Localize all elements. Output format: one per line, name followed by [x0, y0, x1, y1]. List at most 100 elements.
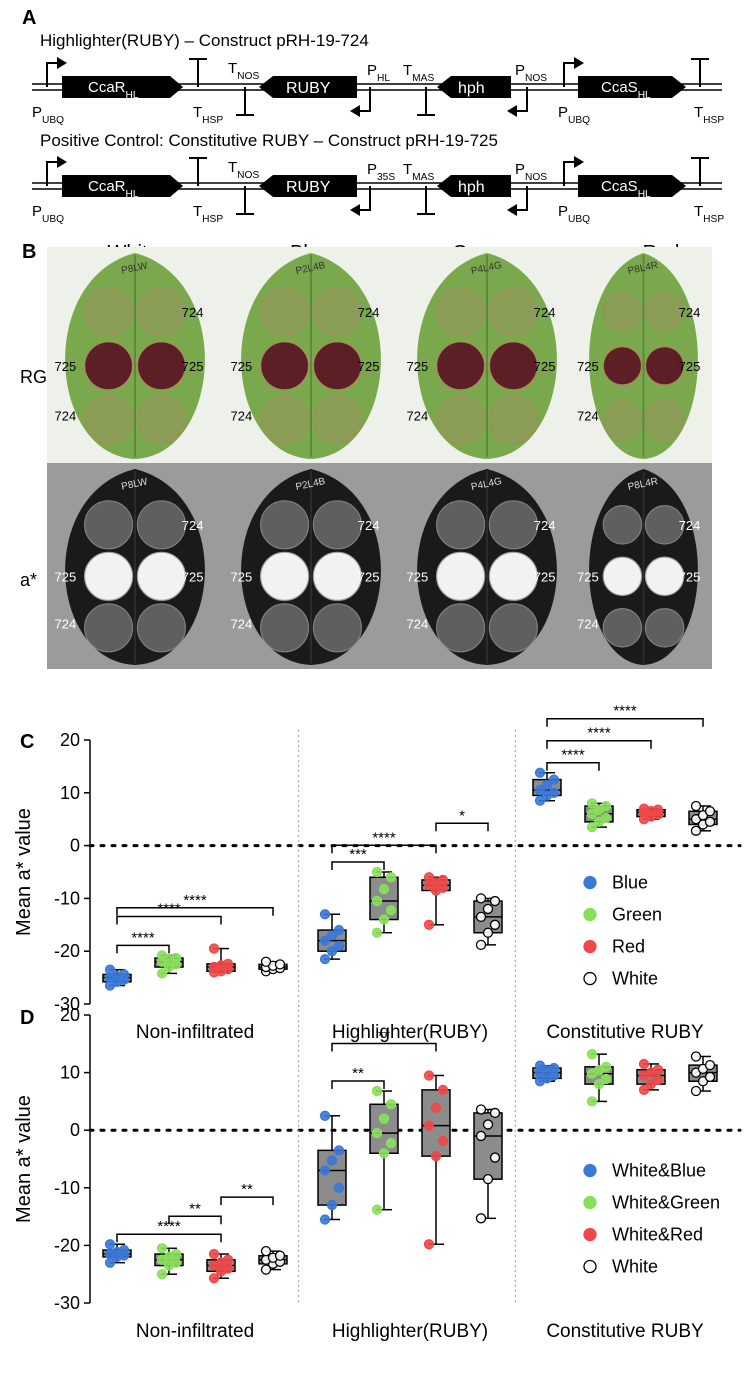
promoter-rev-arrow	[360, 87, 371, 112]
significance-bracket: ****	[116, 1218, 222, 1243]
label-t-hsp: THSP	[193, 104, 223, 126]
spot-label-725: 725	[534, 359, 556, 374]
group-label: Non-infiltrated	[136, 1022, 254, 1043]
infiltration-spot-724	[260, 603, 310, 653]
infiltration-spot-725	[602, 556, 643, 597]
data-point	[638, 1058, 650, 1070]
box-white-blue-2	[532, 1060, 562, 1087]
label-p-ubq: PUBQ	[32, 104, 64, 126]
y-tick-label: -20	[54, 1235, 80, 1255]
y-tick-label: -10	[54, 888, 80, 908]
legend-marker	[583, 1259, 597, 1274]
infiltration-spot-724	[83, 603, 134, 653]
data-point	[326, 1199, 338, 1211]
spot-label-724: 724	[55, 617, 77, 632]
significance-label: ****	[587, 725, 611, 742]
panel-b-letter: B	[22, 241, 36, 263]
infiltration-spot-724	[260, 395, 310, 445]
box-white-red-2	[636, 1058, 666, 1096]
data-point	[534, 1060, 546, 1071]
data-point	[371, 1085, 383, 1097]
spot-label-724: 724	[231, 617, 253, 632]
bracket-line	[331, 861, 385, 870]
infiltration-spot-725	[312, 341, 362, 391]
box-red-2	[636, 803, 666, 825]
data-point	[704, 816, 716, 827]
data-point	[170, 952, 182, 964]
y-tick-label: 10	[60, 783, 80, 803]
data-point	[385, 1138, 397, 1149]
data-point	[156, 1269, 168, 1280]
data-point	[437, 874, 449, 886]
significance-label: ****	[561, 747, 585, 764]
bracket-line	[220, 1196, 274, 1206]
legend-marker	[583, 939, 597, 954]
infiltration-spot-724	[602, 608, 643, 648]
significance-label: *	[459, 807, 465, 824]
legend-marker	[583, 875, 597, 890]
infiltration-spot-724	[312, 603, 362, 653]
y-tick-label: 10	[60, 1063, 80, 1083]
data-point	[222, 1254, 234, 1265]
data-point	[208, 943, 220, 954]
data-point	[333, 924, 345, 936]
label-t-mas: TMAS	[403, 161, 434, 183]
infiltration-spot-725	[312, 551, 362, 601]
terminator-hsp	[691, 58, 709, 87]
gene-ccas-arrow	[578, 76, 686, 98]
data-point	[489, 1152, 501, 1163]
infiltration-spot-724	[136, 500, 186, 550]
data-point	[534, 785, 546, 796]
data-point	[548, 774, 560, 785]
spot-label-724: 724	[358, 305, 380, 320]
data-point	[586, 798, 598, 809]
data-point	[489, 895, 501, 907]
infiltration-spot-724	[136, 603, 186, 653]
data-point	[600, 812, 612, 824]
infiltration-spot-724	[83, 395, 134, 445]
data-point	[118, 969, 130, 980]
panel-a: A Highlighter(RUBY) – Construct pRH-19-7…	[22, 7, 724, 225]
data-point	[541, 779, 553, 791]
bracket-line	[331, 844, 437, 854]
infiltration-spot-725	[436, 551, 486, 601]
gene-ccas-label: CcaSHL	[601, 178, 651, 200]
data-point	[378, 914, 390, 925]
spot-label-725: 725	[182, 359, 204, 374]
data-point	[652, 804, 664, 815]
infiltration-spot-725	[260, 341, 310, 391]
data-point	[156, 950, 168, 961]
infiltration-spot-724	[83, 287, 134, 337]
construct2-title: Positive Control: Constitutive RUBY – Co…	[40, 131, 498, 150]
data-point	[482, 1119, 494, 1130]
data-point	[430, 1150, 442, 1162]
bracket-line	[168, 1215, 222, 1225]
spot-label-725: 725	[577, 569, 599, 584]
data-point	[652, 1074, 664, 1085]
data-point	[638, 803, 650, 814]
significance-bracket: ****	[116, 892, 274, 916]
infiltration-spot-725	[644, 346, 685, 386]
label-p-ubq-2: PUBQ	[558, 203, 590, 225]
infiltration-spot-724	[260, 287, 310, 337]
y-tick-label: -30	[54, 994, 80, 1014]
bracket-line	[435, 822, 489, 832]
data-point	[104, 964, 116, 975]
construct1-title: Highlighter(RUBY) – Construct pRH-19-724	[40, 31, 369, 50]
significance-bracket: **	[168, 1200, 222, 1225]
significance-bracket: ****	[546, 725, 652, 749]
bracket-line	[546, 761, 600, 771]
spot-label-724: 724	[577, 408, 599, 423]
legend-marker	[583, 1195, 597, 1210]
spot-label-725: 725	[534, 569, 556, 584]
data-point	[371, 927, 383, 938]
significance-label: ****	[372, 829, 396, 846]
y-tick-label: -30	[54, 1293, 80, 1313]
spot-label-724: 724	[577, 617, 599, 632]
bracket-line	[116, 907, 274, 916]
data-point	[156, 968, 168, 979]
bracket-line	[331, 1042, 437, 1052]
